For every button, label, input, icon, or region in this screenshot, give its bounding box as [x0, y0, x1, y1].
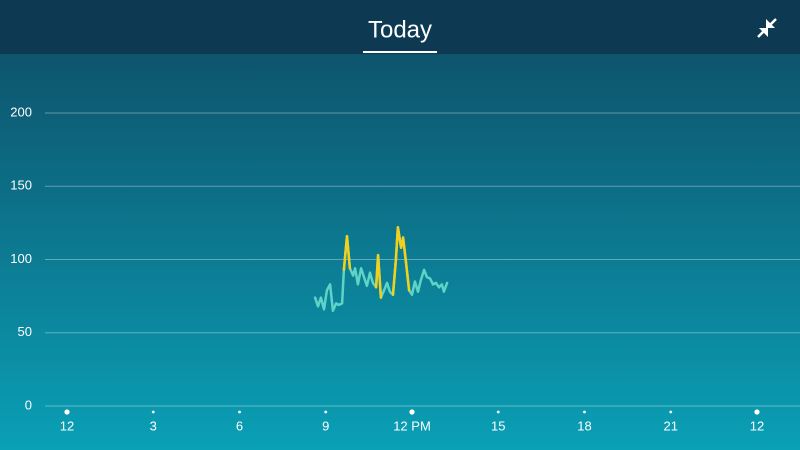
collapse-button[interactable]	[757, 18, 777, 38]
x-tick-dot	[324, 410, 328, 414]
x-tick-label: 15	[491, 418, 505, 433]
x-tick-label: 12	[750, 418, 764, 433]
y-tick-label: 0	[25, 397, 32, 412]
x-tick-dot	[409, 409, 415, 415]
title-underline	[363, 51, 437, 53]
x-tick-label: 9	[322, 418, 329, 433]
x-tick-label: 6	[236, 418, 243, 433]
x-tick-dot	[151, 410, 155, 414]
x-tick-dot	[64, 409, 70, 415]
x-tick-label: 3	[150, 418, 157, 433]
x-tick-dot	[754, 409, 760, 415]
x-tick-dot	[496, 410, 500, 414]
x-tick-label: 12	[60, 418, 74, 433]
chart-title: Today	[368, 16, 432, 43]
y-tick-label: 100	[10, 251, 32, 266]
x-tick-label: 12 PM	[393, 418, 431, 433]
x-tick-label: 18	[577, 418, 591, 433]
y-tick-label: 150	[10, 178, 32, 193]
x-tick-dot	[669, 410, 673, 414]
line-series	[342, 226, 411, 299]
x-tick-label: 21	[664, 418, 678, 433]
y-tick-label: 200	[10, 104, 32, 119]
x-tick-dot	[238, 410, 241, 414]
header	[0, 0, 800, 54]
x-tick-dot	[583, 410, 586, 414]
y-tick-label: 50	[18, 324, 32, 339]
